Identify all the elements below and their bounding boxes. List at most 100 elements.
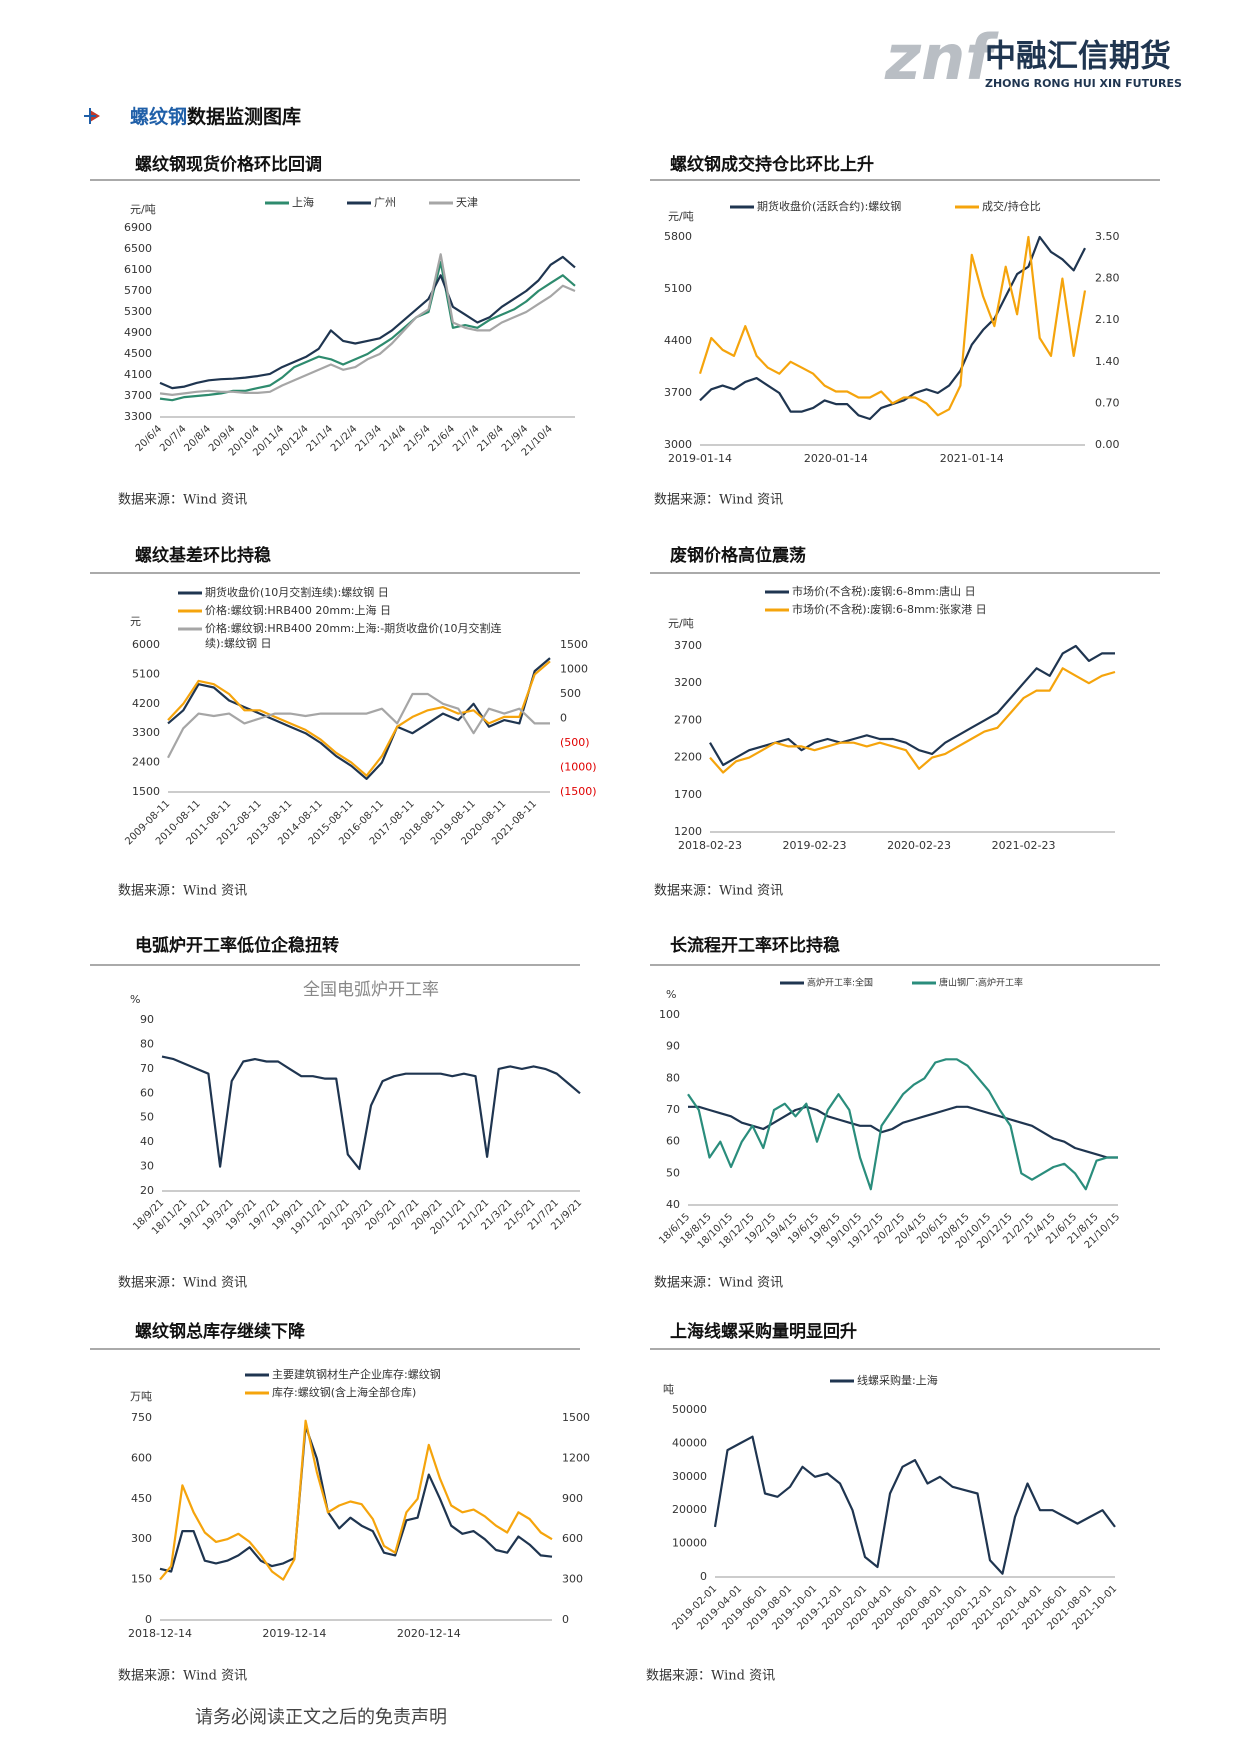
y-tick-label: 30 [140,1160,154,1173]
legend-label: 市场价(不含税):废钢:6-8mm:张家港 日 [792,602,987,616]
series-line [159,253,576,396]
y2-tick-label: 1200 [562,1451,590,1464]
series-line [159,1419,553,1581]
series-line [699,235,1086,421]
chart-title: 螺纹钢成交持仓比环比上升 [670,154,874,175]
x-tick-label: 2021-10-01 [1070,1583,1119,1632]
legend-label: 价格:螺纹钢:HRB400 20mm:上海:-期货收盘价(10月交割连续):螺纹… [205,622,502,650]
y-tick-label: 3200 [674,676,702,689]
y2-tick-label: 1.40 [1095,355,1120,368]
legend-label: 主要建筑钢材生产企业库存:螺纹钢 [272,1367,441,1381]
y-tick-label: 50000 [672,1403,707,1416]
legend-label: 期货收盘价(活跃合约):螺纹钢 [757,199,901,213]
chart-title: 电弧炉开工率低位企稳扭转 [135,935,339,956]
x-tick-label: 2020-02-23 [887,839,951,852]
y-tick-label: 3700 [664,386,692,399]
y-tick-label: 20000 [672,1503,707,1516]
x-tick-label: 2018-02-23 [678,839,742,852]
y-tick-label: 60 [140,1086,154,1099]
legend-label: 成交/持仓比 [982,199,1041,213]
y2-tick-label: 1000 [560,663,588,676]
legend-label: 唐山钢厂:高炉开工率 [939,977,1023,989]
y-tick-label: 3000 [664,438,692,451]
y-unit: 万吨 [130,1390,152,1403]
chart-title: 上海线螺采购量明显回升 [670,1321,857,1342]
y-tick-label: 750 [131,1411,152,1424]
x-tick-label: 2019-02-23 [783,839,847,852]
legend-label: 上海 [292,195,314,209]
x-tick-label: 21/2/4 [329,423,360,454]
y-tick-label: 5700 [124,284,152,297]
y-tick-label: 20 [140,1184,154,1197]
x-tick-label: 21/4/4 [378,423,409,454]
y-tick-label: 0 [145,1613,152,1626]
y-tick-label: 3700 [674,639,702,652]
y-tick-label: 3300 [132,726,160,739]
y2-tick-label: 0 [562,1613,569,1626]
y-tick-label: 30000 [672,1470,707,1483]
y-tick-label: 6100 [124,263,152,276]
legend-label: 线螺采购量:上海 [857,1373,938,1387]
y-tick-label: 0 [700,1570,707,1583]
y-unit: 吨 [663,1383,674,1396]
y-tick-label: 5100 [664,282,692,295]
section-highlight: 螺纹钢 [130,105,187,128]
y2-tick-label: 600 [562,1532,583,1545]
y-tick-label: 70 [666,1103,680,1116]
y2-tick-label: (500) [560,736,590,749]
series-line [159,1425,553,1573]
y2-tick-label: 1500 [562,1411,590,1424]
series-line [713,1435,1116,1575]
y-tick-label: 70 [140,1062,154,1075]
section-title-text: 数据监测图库 [187,105,301,128]
series-line [709,667,1116,774]
y-tick-label: 40000 [672,1436,707,1449]
y-tick-label: 80 [140,1037,154,1050]
series-line [167,657,551,780]
y-tick-label: 40 [666,1198,680,1211]
y-tick-label: 3700 [124,389,152,402]
chart-source: 数据来源：Wind 资讯 [118,1276,247,1291]
legend-label: 广州 [374,196,396,209]
y-tick-label: 50 [666,1166,680,1179]
y-tick-label: 6500 [124,242,152,255]
y-tick-label: 60 [666,1135,680,1148]
x-tick-label: 21/5/4 [402,423,433,454]
y-tick-label: 1700 [674,788,702,801]
y-tick-label: 5100 [132,667,160,680]
legend-label: 天津 [456,196,478,209]
chart-source: 数据来源：Wind 资讯 [646,1669,775,1684]
y-tick-label: 50 [140,1111,154,1124]
x-tick-label: 21/3/4 [353,423,384,454]
x-tick-label: 2020-01-14 [804,452,868,465]
logo-mark: znf [884,21,999,94]
y-tick-label: 5800 [664,230,692,243]
x-tick-label: 2019-01-14 [668,452,732,465]
series-line [161,1055,581,1171]
series-line [698,235,1087,417]
logo-text: 中融汇信期货 [985,39,1171,75]
y-tick-label: 4500 [124,347,152,360]
chart-source: 数据来源：Wind 资讯 [654,1276,783,1291]
y-tick-label: 40 [140,1135,154,1148]
x-tick-label: 20/8/4 [183,423,214,454]
x-tick-label: 2018-12-14 [128,1627,192,1640]
y-tick-label: 80 [666,1071,680,1084]
y-unit: 元/吨 [130,203,156,216]
y-tick-label: 90 [140,1013,154,1026]
chart-source: 数据来源：Wind 资讯 [654,493,783,508]
y-tick-label: 1500 [132,785,160,798]
chart-source: 数据来源：Wind 资讯 [654,884,783,899]
inner-title: 全国电弧炉开工率 [303,980,439,1000]
series-line [709,644,1115,767]
y-tick-label: 600 [131,1451,152,1464]
y-tick-label: 2400 [132,756,160,769]
y-tick-label: 90 [666,1040,680,1053]
chart-source: 数据来源：Wind 资讯 [118,884,247,899]
y2-tick-label: 0.00 [1095,438,1120,451]
y-tick-label: 4900 [124,326,152,339]
chart-title: 废钢价格高位震荡 [670,545,806,566]
y-tick-label: 450 [131,1492,152,1505]
series-line [167,692,550,759]
